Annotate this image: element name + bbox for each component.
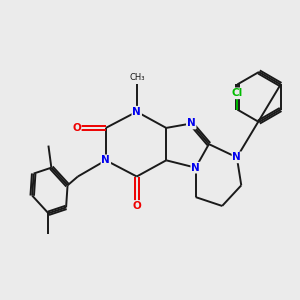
Text: N: N: [101, 155, 110, 165]
Text: O: O: [72, 123, 81, 133]
Text: N: N: [187, 118, 196, 128]
Text: CH₃: CH₃: [129, 73, 145, 82]
Text: O: O: [132, 201, 141, 211]
Text: N: N: [191, 163, 200, 173]
Text: N: N: [132, 107, 141, 117]
Text: N: N: [232, 152, 241, 162]
Text: Cl: Cl: [232, 88, 243, 98]
